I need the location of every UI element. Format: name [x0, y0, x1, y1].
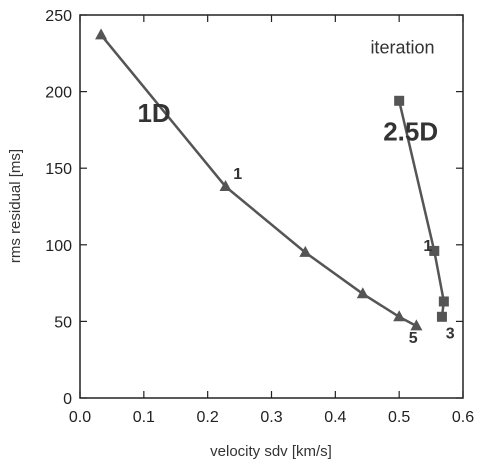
- y-tick-label-4: 200: [45, 85, 72, 102]
- x-tick-label-5: 0.5: [388, 409, 410, 426]
- x-tick-label-1: 0.1: [133, 409, 155, 426]
- y-tick-label-2: 100: [45, 238, 72, 255]
- x-tick-label-3: 0.3: [260, 409, 282, 426]
- point-1-2: [438, 296, 449, 307]
- annotation-3: 1: [233, 166, 242, 183]
- axis-ticks: 0.0 0.1 0.2 0.3 0.4 0.5 0.6 0 50 100 150 200 250: [45, 8, 474, 426]
- y-axis-title: rms residual [ms]: [7, 149, 24, 263]
- y-tick-label-0: 0: [63, 391, 72, 408]
- y-tick-label-5: 250: [45, 8, 72, 25]
- point-0-1: [219, 179, 232, 191]
- annotation-0: iteration: [370, 37, 434, 57]
- annotations-layer: iteration 1D 2.5D 1 5 1 3: [137, 37, 454, 347]
- point-0-4: [393, 310, 406, 322]
- annotation-6: 3: [446, 325, 455, 342]
- point-0-2: [299, 245, 312, 257]
- x-tick-label-2: 0.2: [197, 409, 219, 426]
- point-1-1: [429, 245, 440, 256]
- point-1-0: [394, 95, 405, 106]
- annotation-2: 2.5D: [383, 117, 438, 147]
- x-axis-title: velocity sdv [km/s]: [210, 443, 332, 460]
- y-tick-label-1: 50: [54, 314, 72, 331]
- y-tick-label-3: 150: [45, 161, 72, 178]
- x-tick-label-6: 0.6: [452, 409, 474, 426]
- annotation-4: 5: [409, 330, 418, 347]
- x-tick-label-4: 0.4: [324, 409, 346, 426]
- point-0-0: [95, 28, 108, 40]
- x-tick-label-0: 0.0: [69, 409, 91, 426]
- series-line-1: [397, 100, 446, 317]
- plot-frame: [79, 14, 464, 399]
- annotation-5: 1: [423, 238, 432, 255]
- series-line-0: [100, 34, 417, 328]
- point-0-3: [356, 287, 369, 299]
- series-layer: [95, 28, 449, 331]
- annotation-1: 1D: [137, 98, 170, 128]
- point-0-5: [410, 319, 423, 331]
- point-1-3: [436, 311, 447, 322]
